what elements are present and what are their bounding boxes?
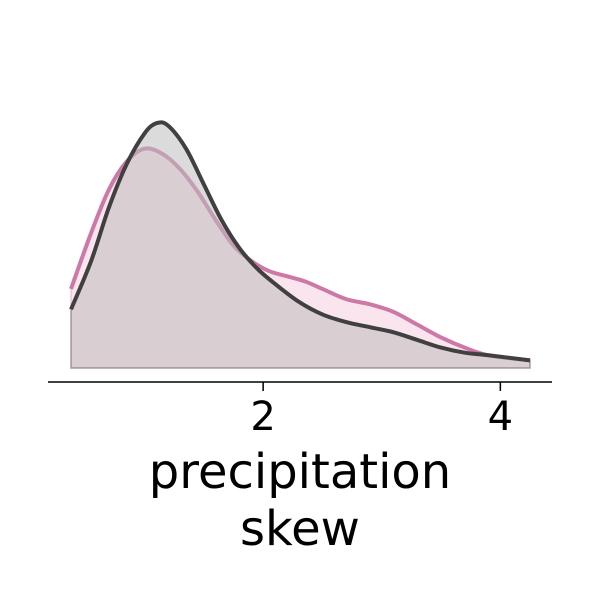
- series-2-line: [69, 120, 531, 363]
- x-axis-title-line-1: precipitation: [149, 444, 451, 500]
- x-axis-title-line-2: skew: [240, 501, 360, 557]
- x-tick-label: 4: [488, 394, 513, 440]
- series-layer: [69, 120, 531, 369]
- x-tick-label: 2: [250, 394, 275, 440]
- series-2-area: [70, 121, 531, 369]
